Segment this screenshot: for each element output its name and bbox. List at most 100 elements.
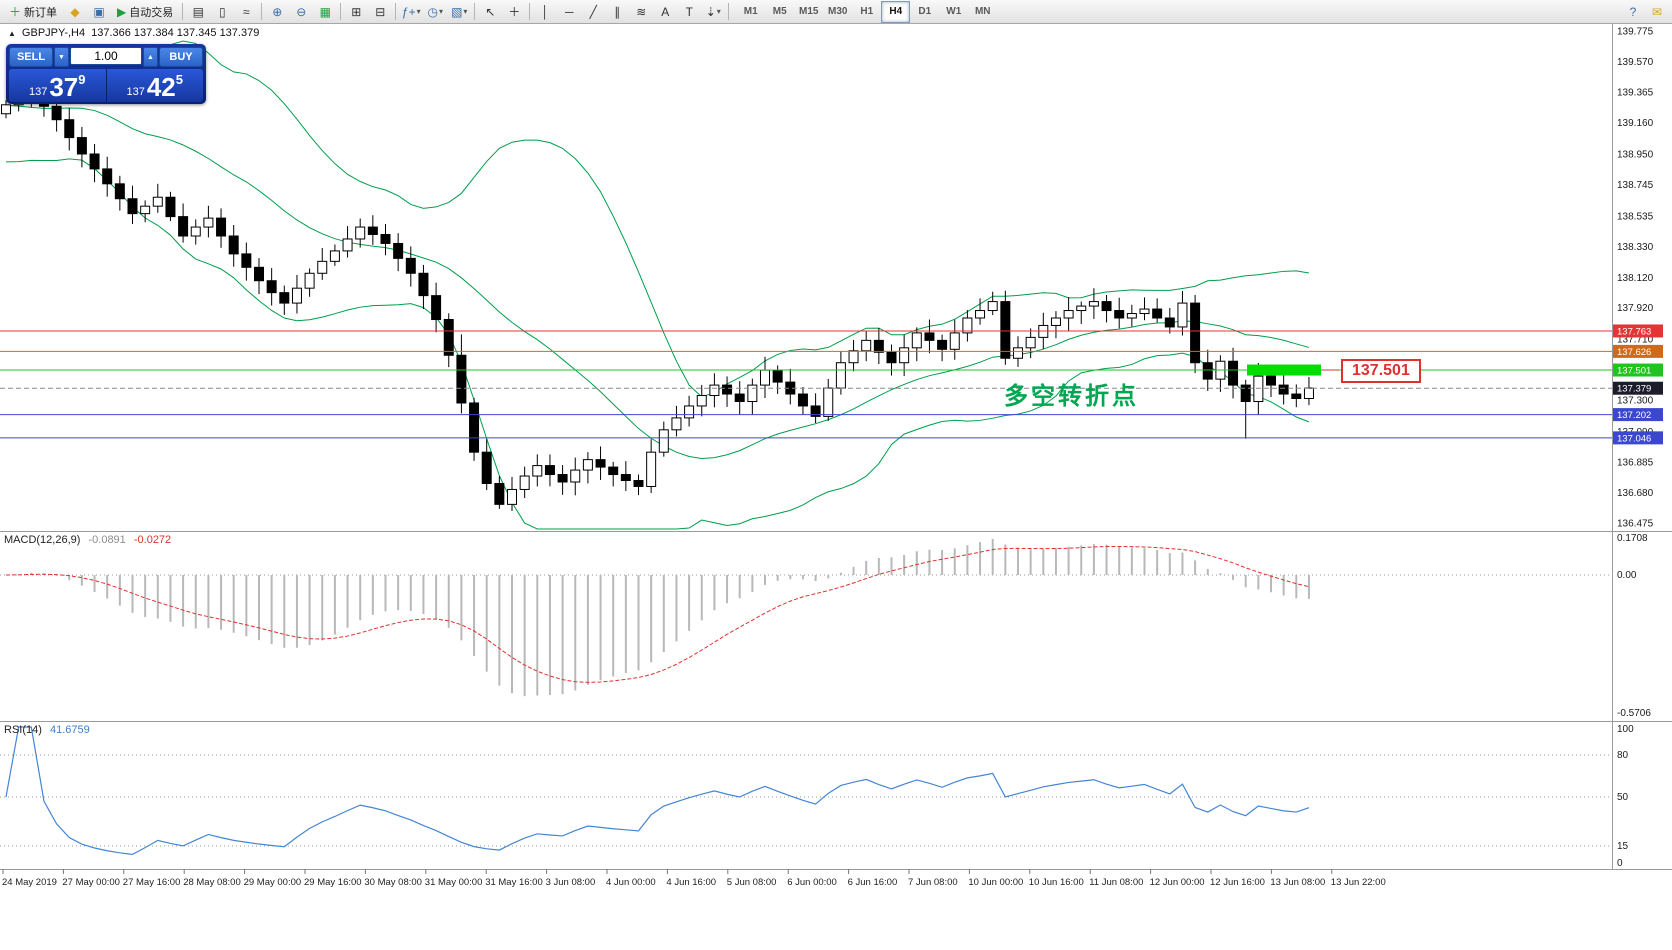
text-icon: A (661, 4, 670, 19)
equidistant-channel-button[interactable]: ∥ (606, 1, 628, 23)
buy-button[interactable]: BUY (159, 47, 203, 67)
zoom-in-button[interactable]: ⊕ (266, 1, 288, 23)
zoom-out-button[interactable]: ⊖ (290, 1, 312, 23)
svg-text:138.950: 138.950 (1617, 149, 1654, 160)
timeframe-w1[interactable]: W1 (946, 6, 962, 17)
toolbar-separator (261, 3, 263, 20)
rsi-panel: 100 80 50 15 0 (0, 724, 1634, 869)
svg-text:137.046: 137.046 (1617, 433, 1651, 444)
one-click-trading-panel: SELL ▼ ▲ BUY 137 37 9 137 42 5 (6, 44, 206, 104)
toolbar-separator (474, 3, 476, 20)
line-chart-button[interactable]: ≈ (235, 1, 257, 23)
svg-text:29 May 16:00: 29 May 16:00 (304, 877, 362, 888)
horizontal-line-button[interactable]: ─ (558, 1, 580, 23)
arrows-icon: ⇣ (705, 4, 716, 19)
svg-text:80: 80 (1617, 750, 1629, 761)
lot-increase-button[interactable]: ▲ (143, 47, 158, 67)
toolbar-separator (340, 3, 342, 20)
svg-text:3 Jun 08:00: 3 Jun 08:00 (546, 877, 596, 888)
new-order-label: 新订单 (24, 6, 58, 19)
tile-vertical-button[interactable]: ⊞ (345, 1, 367, 23)
market-depth-button[interactable]: ▣ (88, 1, 110, 23)
timeframe-h1[interactable]: H1 (860, 6, 874, 17)
svg-text:100: 100 (1617, 724, 1634, 735)
timeframe-d1[interactable]: D1 (918, 6, 932, 17)
indicators-button[interactable]: ƒ+ ▾ (400, 1, 422, 23)
timeframe-mn[interactable]: MN (974, 6, 991, 17)
market-depth-icon: ▣ (93, 4, 105, 19)
bid-main-digits: 37 (49, 72, 79, 102)
lot-size-input[interactable] (70, 47, 142, 65)
vertical-line-button[interactable]: │ (534, 1, 556, 23)
svg-text:137.379: 137.379 (1617, 384, 1651, 395)
svg-text:137.300: 137.300 (1617, 395, 1654, 406)
svg-text:11 Jun 08:00: 11 Jun 08:00 (1089, 877, 1143, 888)
svg-text:137.763: 137.763 (1617, 326, 1651, 337)
text-button[interactable]: A (654, 1, 676, 23)
svg-text:138.535: 138.535 (1617, 211, 1654, 222)
periods-button[interactable]: ◷ ▾ (424, 1, 446, 23)
ask-price-display[interactable]: 137 42 5 (106, 69, 203, 102)
svg-text:29 May 00:00: 29 May 00:00 (244, 877, 302, 888)
grid-button[interactable]: ▦ (314, 1, 336, 23)
timeframe-m1[interactable]: M1 (743, 6, 758, 17)
line-chart-icon: ≈ (242, 4, 250, 19)
horizontal-level-lines[interactable] (0, 330, 1612, 439)
svg-text:4 Jun 00:00: 4 Jun 00:00 (606, 877, 656, 888)
timeframe-group: M1 M5 M15 M30 H1 H4 D1 W1 MN (736, 0, 997, 23)
ask-pip-digit: 5 (175, 72, 183, 87)
community-button[interactable]: ✉ (1646, 1, 1668, 23)
cursor-icon: ↖ (485, 4, 496, 19)
svg-text:137.710: 137.710 (1617, 334, 1654, 345)
rsi-value: 41.6759 (49, 724, 90, 736)
svg-text:139.775: 139.775 (1617, 27, 1654, 38)
metaeditor-icon: ◆ (70, 4, 80, 19)
crosshair-button[interactable]: ＋ (503, 1, 525, 23)
sell-button[interactable]: SELL (9, 47, 53, 67)
svg-text:137.202: 137.202 (1617, 410, 1651, 421)
cursor-button[interactable]: ↖ (479, 1, 501, 23)
price-axis[interactable]: 139.775 139.570 139.365 139.160 138.950 138.7… (1613, 27, 1663, 530)
svg-text:137.920: 137.920 (1617, 303, 1654, 314)
text-label-button[interactable]: T (678, 1, 700, 23)
price-level-callout[interactable]: 137.501 (1341, 359, 1421, 383)
time-axis[interactable]: 24 May 2019 27 May 00:00 27 May 16:00 28 Ma… (2, 869, 1386, 888)
svg-text:31 May 16:00: 31 May 16:00 (485, 877, 543, 888)
text-label-icon: T (685, 4, 693, 19)
zoom-in-icon: ⊕ (272, 4, 283, 19)
arrows-button[interactable]: ⇣ ▾ (702, 1, 724, 23)
svg-text:0.00: 0.00 (1617, 570, 1637, 581)
collapse-panel-icon[interactable]: ▲ (8, 28, 16, 38)
lot-decrease-button[interactable]: ▼ (54, 47, 69, 67)
svg-text:136.680: 136.680 (1617, 488, 1654, 499)
bars-chart-button[interactable]: ▤ (187, 1, 209, 23)
autotrade-button[interactable]: ▶ 自动交易 (112, 1, 178, 23)
help-button[interactable]: ? (1622, 1, 1644, 23)
svg-text:13 Jun 08:00: 13 Jun 08:00 (1270, 877, 1325, 888)
timeframe-m5[interactable]: M5 (772, 6, 787, 17)
bid-price-display[interactable]: 137 37 9 (9, 69, 107, 102)
ask-main-digits: 42 (146, 72, 176, 102)
chart-canvas[interactable]: 0.1708 0.00 -0.5706 100 80 50 15 0 24 May 2019… (0, 24, 1672, 950)
svg-text:12 Jun 00:00: 12 Jun 00:00 (1150, 877, 1205, 888)
svg-text:7 Jun 08:00: 7 Jun 08:00 (908, 877, 958, 888)
bid-pip-digit: 9 (78, 72, 86, 87)
timeframe-h4[interactable]: H4 (881, 0, 911, 23)
timeframe-m15[interactable]: M15 (799, 6, 819, 17)
turning-point-annotation[interactable]: 多空转折点 (1004, 383, 1139, 410)
templates-button[interactable]: ▧ ▾ (448, 1, 470, 23)
tile-horizontal-button[interactable]: ⊟ (369, 1, 391, 23)
chevron-down-icon: ▾ (716, 7, 721, 16)
metaeditor-button[interactable]: ◆ (64, 1, 86, 23)
toolbar-separator (182, 3, 184, 20)
timeframe-m30[interactable]: M30 (828, 6, 848, 17)
svg-text:6 Jun 16:00: 6 Jun 16:00 (848, 877, 898, 888)
toolbar-separator (728, 3, 730, 20)
trendline-button[interactable]: ╱ (582, 1, 604, 23)
svg-text:139.160: 139.160 (1617, 118, 1654, 129)
fibonacci-button[interactable]: ≋ (630, 1, 652, 23)
toolbar-separator (529, 3, 531, 20)
candles-chart-button[interactable]: ▯ (211, 1, 233, 23)
new-order-button[interactable]: ＋ 新订单 (4, 1, 62, 23)
chevron-down-icon: ▾ (416, 7, 421, 16)
